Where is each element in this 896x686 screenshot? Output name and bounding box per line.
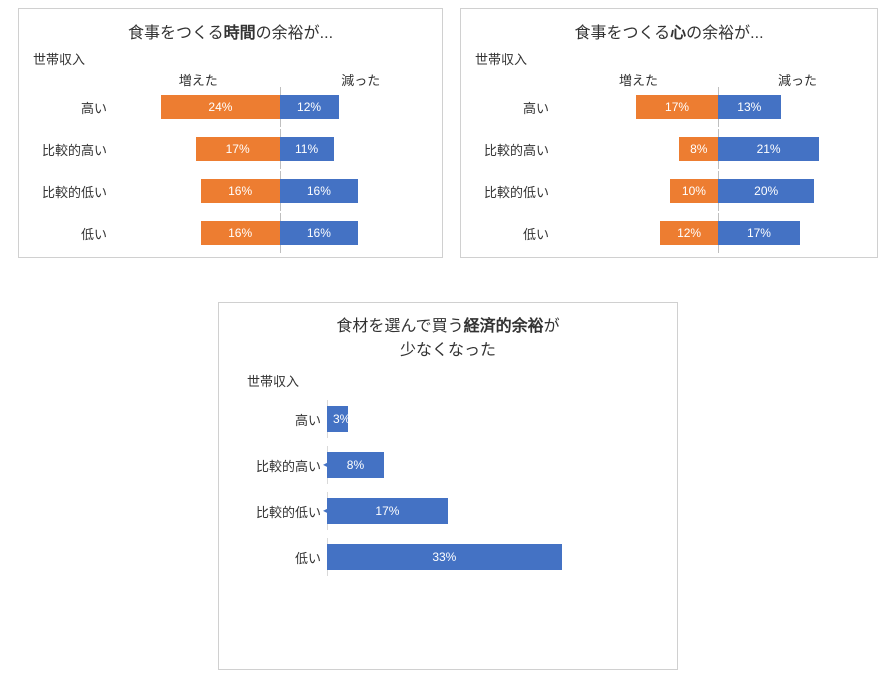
chart1-header-increase: 増えた — [117, 70, 280, 89]
table-row: 高い17%13% — [461, 93, 877, 121]
bar-value: 3% — [327, 406, 348, 432]
bar-increase: 16% — [201, 179, 280, 203]
category-label: 比較的低い — [461, 182, 559, 201]
bar-increase: 12% — [660, 221, 718, 245]
bar-track: 3% — [327, 404, 647, 434]
category-label: 高い — [461, 98, 559, 117]
bar-track: 8%◂ — [327, 450, 647, 480]
bar-decrease: 16% — [280, 179, 359, 203]
chart1-title-bold: 時間 — [224, 25, 256, 42]
table-row: 低い12%17% — [461, 219, 877, 247]
chart2-header-decrease: 減った — [718, 70, 877, 89]
chart3-title-post: が — [544, 318, 560, 335]
category-label: 比較的高い — [461, 140, 559, 159]
chart3-title-pre: 食材を選んで買う — [336, 318, 463, 335]
category-label: 高い — [19, 98, 117, 117]
category-label: 比較的高い — [19, 140, 117, 159]
chart2-header-increase: 増えた — [559, 70, 718, 89]
chart-time-margin: 食事をつくる時間の余裕が... 世帯収入 増えた 減った 高い24%12%比較的… — [18, 8, 443, 258]
chart1-title: 食事をつくる時間の余裕が... — [19, 9, 442, 49]
chart2-col-headers: 増えた 減った — [461, 70, 877, 89]
bar-increase: 17% — [196, 137, 280, 161]
category-label: 低い — [237, 548, 327, 567]
bar-track: 33% — [327, 542, 647, 572]
bar-area: 12%17% — [559, 219, 877, 247]
chart2-title-bold: 心 — [670, 25, 686, 42]
chart2-title-post: の余裕が... — [686, 25, 763, 42]
bar-increase: 16% — [201, 221, 280, 245]
chart2-title: 食事をつくる心の余裕が... — [461, 9, 877, 49]
chart1-axis-label: 世帯収入 — [19, 49, 442, 68]
category-label: 比較的高い — [237, 456, 327, 475]
bar-area: 17%11% — [117, 135, 442, 163]
chart1-title-pre: 食事をつくる — [128, 25, 224, 42]
category-label: 低い — [19, 224, 117, 243]
table-row: 比較的低い17%◂ — [237, 496, 647, 526]
chart3-rows: 高い3%比較的高い8%◂比較的低い17%◂低い33% — [219, 404, 677, 598]
table-row: 比較的高い8%◂ — [237, 450, 647, 480]
bar-decrease: 17% — [718, 221, 800, 245]
bar-area: 10%20% — [559, 177, 877, 205]
table-row: 比較的高い8%21% — [461, 135, 877, 163]
bar-decrease: 12% — [280, 95, 339, 119]
bar-decrease: 13% — [718, 95, 781, 119]
bar-area: 8%21% — [559, 135, 877, 163]
bar-decrease: 16% — [280, 221, 359, 245]
bar-value: 17% — [327, 498, 448, 524]
bar-decrease: 11% — [280, 137, 334, 161]
table-row: 比較的低い16%16% — [19, 177, 442, 205]
category-label: 低い — [461, 224, 559, 243]
bar-track: 17%◂ — [327, 496, 647, 526]
chart3-title: 食材を選んで買う経済的余裕が 少なくなった — [219, 303, 677, 371]
bar-area: 16%16% — [117, 219, 442, 247]
bar-increase: 10% — [670, 179, 718, 203]
chart1-title-post: の余裕が... — [256, 25, 333, 42]
bar-increase: 17% — [636, 95, 718, 119]
tick-arrow-icon: ◂ — [323, 506, 328, 517]
chart2-rows: 高い17%13%比較的高い8%21%比較的低い10%20%低い12%17% — [461, 93, 877, 247]
bar-area: 16%16% — [117, 177, 442, 205]
bar-decrease: 21% — [718, 137, 819, 161]
chart1-header-decrease: 減った — [280, 70, 443, 89]
chart1-col-headers: 増えた 減った — [19, 70, 442, 89]
bar-decrease: 20% — [718, 179, 814, 203]
bar-increase: 24% — [161, 95, 279, 119]
bar-increase: 8% — [679, 137, 718, 161]
table-row: 高い24%12% — [19, 93, 442, 121]
chart2-axis-label: 世帯収入 — [461, 49, 877, 68]
bar-area: 17%13% — [559, 93, 877, 121]
table-row: 低い16%16% — [19, 219, 442, 247]
table-row: 比較的高い17%11% — [19, 135, 442, 163]
category-label: 比較的低い — [19, 182, 117, 201]
chart3-title-bold: 経済的余裕 — [464, 318, 544, 335]
chart2-title-pre: 食事をつくる — [574, 25, 670, 42]
chart-mental-margin: 食事をつくる心の余裕が... 世帯収入 増えた 減った 高い17%13%比較的高… — [460, 8, 878, 258]
chart-economic-margin: 食材を選んで買う経済的余裕が 少なくなった 世帯収入 高い3%比較的高い8%◂比… — [218, 302, 678, 670]
chart3-axis-label: 世帯収入 — [219, 371, 677, 390]
bar-value: 8% — [327, 452, 384, 478]
table-row: 比較的低い10%20% — [461, 177, 877, 205]
bar-area: 24%12% — [117, 93, 442, 121]
table-row: 高い3% — [237, 404, 647, 434]
tick-arrow-icon: ◂ — [323, 460, 328, 471]
category-label: 比較的低い — [237, 502, 327, 521]
chart1-rows: 高い24%12%比較的高い17%11%比較的低い16%16%低い16%16% — [19, 93, 442, 247]
bar-value: 33% — [327, 544, 562, 570]
table-row: 低い33% — [237, 542, 647, 572]
category-label: 高い — [237, 410, 327, 429]
chart3-title-line2: 少なくなった — [400, 342, 496, 359]
